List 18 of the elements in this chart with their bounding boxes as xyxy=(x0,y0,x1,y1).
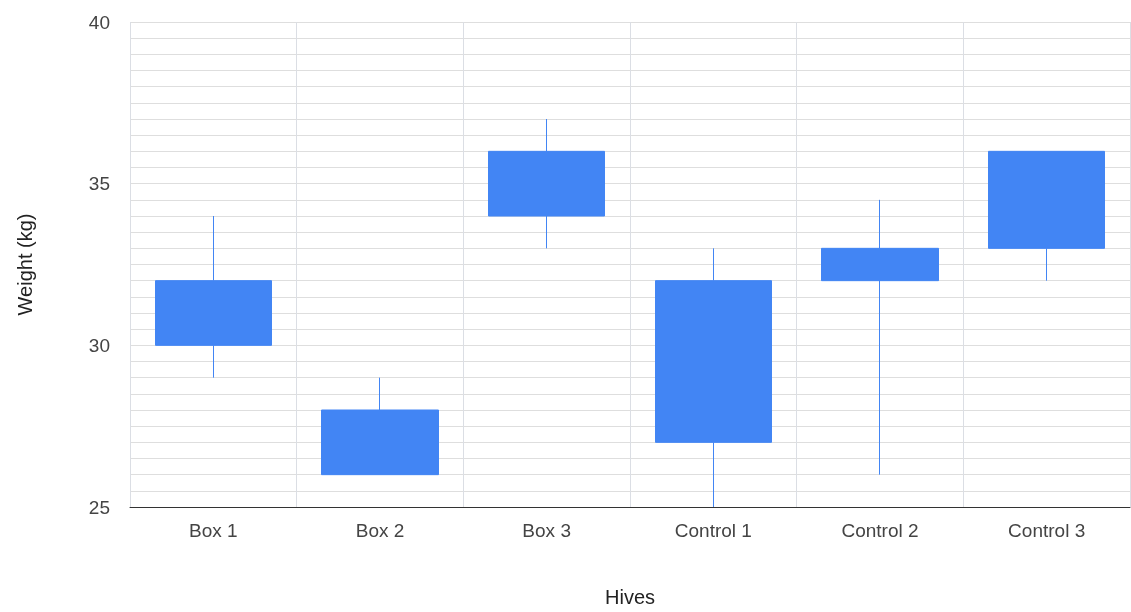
candlestick xyxy=(988,150,1105,282)
x-tick-label: Control 1 xyxy=(674,520,752,541)
y-tick-label: 25 xyxy=(88,496,110,518)
candlestick xyxy=(488,118,605,249)
y-axis-title: Weight (kg) xyxy=(14,213,36,316)
candlestick xyxy=(155,215,272,379)
y-tick-label: 35 xyxy=(88,173,110,195)
y-tick-label: 30 xyxy=(88,334,110,356)
candlestick xyxy=(821,199,939,476)
x-tick-label: Box 2 xyxy=(355,520,405,541)
x-tick-label: Box 3 xyxy=(522,520,571,541)
candlestick xyxy=(655,247,772,508)
x-tick-label: Box 1 xyxy=(189,520,238,541)
y-tick-label: 40 xyxy=(88,11,110,33)
x-tick-label: Control 3 xyxy=(1008,520,1086,541)
x-tick-label: Control 2 xyxy=(841,520,919,541)
candlestick xyxy=(321,377,439,476)
x-axis-title: Hives xyxy=(604,586,656,608)
